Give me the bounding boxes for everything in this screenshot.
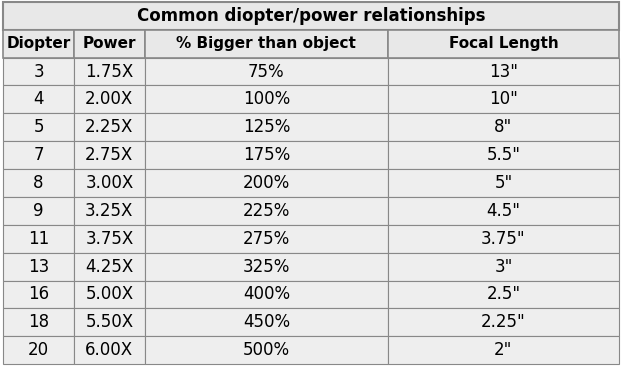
Bar	[3, 253, 74, 281]
Bar	[3, 30, 74, 57]
Text: 6.00X: 6.00X	[85, 341, 133, 359]
Text: 13: 13	[28, 258, 49, 276]
Text: 4.5": 4.5"	[486, 202, 521, 220]
Bar	[388, 197, 619, 225]
Bar	[145, 113, 388, 141]
Bar	[74, 57, 145, 85]
Bar	[74, 253, 145, 281]
Bar	[388, 85, 619, 113]
Text: 4: 4	[33, 90, 44, 108]
Bar	[3, 141, 74, 169]
Text: 18: 18	[28, 313, 49, 331]
Bar	[145, 253, 388, 281]
Text: % Bigger than object: % Bigger than object	[177, 36, 356, 51]
Text: 7: 7	[33, 146, 44, 164]
Bar	[145, 197, 388, 225]
Bar	[388, 141, 619, 169]
Text: 3.75": 3.75"	[481, 230, 526, 248]
Bar	[74, 141, 145, 169]
Bar	[3, 85, 74, 113]
Text: 11: 11	[28, 230, 49, 248]
Bar	[145, 85, 388, 113]
Text: 2.75X: 2.75X	[85, 146, 134, 164]
Text: 8": 8"	[494, 118, 513, 136]
Bar	[145, 57, 388, 85]
Text: 3.75X: 3.75X	[85, 230, 134, 248]
Text: 1.75X: 1.75X	[85, 63, 134, 81]
Bar	[388, 113, 619, 141]
Bar	[74, 197, 145, 225]
Bar	[3, 197, 74, 225]
Text: 3.00X: 3.00X	[85, 174, 134, 192]
Bar	[388, 57, 619, 85]
Bar	[3, 309, 74, 336]
Text: Power: Power	[83, 36, 136, 51]
Bar	[145, 281, 388, 309]
Text: 5.50X: 5.50X	[85, 313, 133, 331]
Bar	[3, 2, 619, 30]
Bar	[388, 225, 619, 253]
Text: 125%: 125%	[243, 118, 290, 136]
Text: 5": 5"	[494, 174, 513, 192]
Bar	[388, 169, 619, 197]
Text: 5: 5	[33, 118, 44, 136]
Bar	[74, 30, 145, 57]
Text: 2.5": 2.5"	[486, 285, 521, 303]
Bar	[388, 309, 619, 336]
Text: Diopter: Diopter	[6, 36, 71, 51]
Text: 400%: 400%	[243, 285, 290, 303]
Text: 4.25X: 4.25X	[85, 258, 134, 276]
Text: 75%: 75%	[248, 63, 285, 81]
Bar	[3, 225, 74, 253]
Text: 325%: 325%	[243, 258, 290, 276]
Text: 2.25X: 2.25X	[85, 118, 134, 136]
Text: 3.25X: 3.25X	[85, 202, 134, 220]
Text: 2.25": 2.25"	[481, 313, 526, 331]
Bar	[145, 169, 388, 197]
Text: 9: 9	[33, 202, 44, 220]
Bar	[388, 336, 619, 364]
Bar	[3, 169, 74, 197]
Bar	[74, 281, 145, 309]
Bar	[74, 169, 145, 197]
Text: 2.00X: 2.00X	[85, 90, 134, 108]
Bar	[388, 253, 619, 281]
Text: 100%: 100%	[243, 90, 290, 108]
Text: 5.00X: 5.00X	[85, 285, 133, 303]
Text: 16: 16	[28, 285, 49, 303]
Bar	[74, 85, 145, 113]
Text: 450%: 450%	[243, 313, 290, 331]
Text: Common diopter/power relationships: Common diopter/power relationships	[137, 7, 485, 25]
Bar	[74, 113, 145, 141]
Bar	[3, 336, 74, 364]
Text: 175%: 175%	[243, 146, 290, 164]
Bar	[145, 309, 388, 336]
Text: 500%: 500%	[243, 341, 290, 359]
Bar	[388, 281, 619, 309]
Bar	[3, 113, 74, 141]
Text: 225%: 225%	[243, 202, 290, 220]
Bar	[74, 225, 145, 253]
Bar	[74, 309, 145, 336]
Text: 275%: 275%	[243, 230, 290, 248]
Bar	[145, 225, 388, 253]
Text: 3": 3"	[494, 258, 513, 276]
Bar	[74, 336, 145, 364]
Text: 3: 3	[33, 63, 44, 81]
Bar	[3, 281, 74, 309]
Text: 200%: 200%	[243, 174, 290, 192]
Text: Focal Length: Focal Length	[448, 36, 559, 51]
Bar	[145, 336, 388, 364]
Text: 8: 8	[33, 174, 44, 192]
Bar	[3, 57, 74, 85]
Text: 2": 2"	[494, 341, 513, 359]
Bar	[388, 30, 619, 57]
Bar	[145, 30, 388, 57]
Text: 5.5": 5.5"	[486, 146, 521, 164]
Text: 13": 13"	[489, 63, 518, 81]
Text: 10": 10"	[489, 90, 518, 108]
Bar	[145, 141, 388, 169]
Text: 20: 20	[28, 341, 49, 359]
